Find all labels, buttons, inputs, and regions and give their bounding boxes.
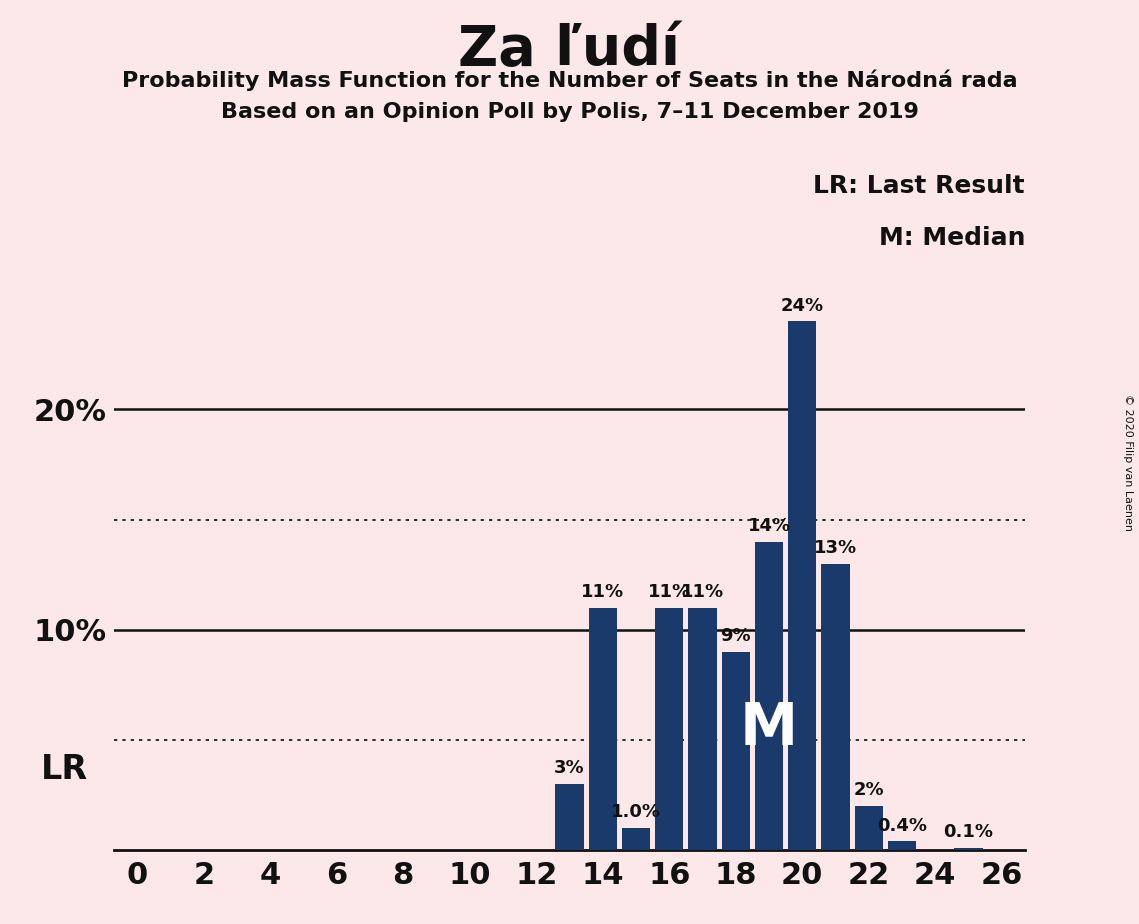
- Text: M: M: [740, 700, 798, 758]
- Text: Za ľudí: Za ľudí: [459, 23, 680, 77]
- Text: 14%: 14%: [747, 517, 790, 535]
- Bar: [788, 322, 817, 850]
- Text: 3%: 3%: [555, 760, 584, 777]
- Text: M: Median: M: Median: [878, 225, 1025, 249]
- Text: 13%: 13%: [814, 539, 858, 557]
- Text: 2%: 2%: [853, 782, 884, 799]
- Bar: [954, 848, 983, 850]
- Text: LR: Last Result: LR: Last Result: [813, 174, 1025, 198]
- Bar: [688, 608, 716, 850]
- Text: 11%: 11%: [681, 583, 724, 602]
- Bar: [655, 608, 683, 850]
- Bar: [888, 841, 916, 850]
- Bar: [821, 564, 850, 850]
- Text: 24%: 24%: [780, 297, 823, 315]
- Bar: [556, 784, 583, 850]
- Text: Probability Mass Function for the Number of Seats in the Národná rada: Probability Mass Function for the Number…: [122, 69, 1017, 91]
- Text: 11%: 11%: [581, 583, 624, 602]
- Text: 1.0%: 1.0%: [611, 804, 661, 821]
- Text: 9%: 9%: [721, 627, 751, 645]
- Text: 11%: 11%: [648, 583, 691, 602]
- Bar: [589, 608, 617, 850]
- Bar: [755, 541, 784, 850]
- Bar: [722, 651, 749, 850]
- Text: LR: LR: [41, 753, 88, 786]
- Text: Based on an Opinion Poll by Polis, 7–11 December 2019: Based on an Opinion Poll by Polis, 7–11 …: [221, 102, 918, 122]
- Bar: [622, 828, 650, 850]
- Text: © 2020 Filip van Laenen: © 2020 Filip van Laenen: [1123, 394, 1133, 530]
- Text: 0.4%: 0.4%: [877, 817, 927, 834]
- Bar: [854, 806, 883, 850]
- Text: 0.1%: 0.1%: [943, 823, 993, 841]
